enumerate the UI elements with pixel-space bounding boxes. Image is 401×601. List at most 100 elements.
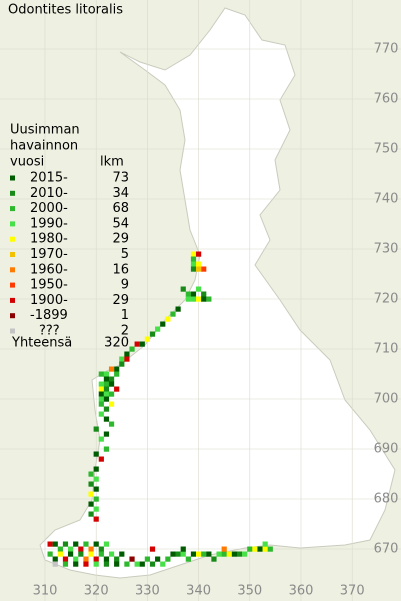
observation-square: [93, 556, 99, 562]
observation-square: [114, 561, 120, 567]
legend-count-heading: lkm: [100, 155, 124, 170]
observation-square: [196, 251, 202, 257]
legend-count: 68: [112, 201, 129, 216]
legend-swatch: [10, 175, 15, 181]
legend-swatch: [10, 313, 15, 319]
observation-square: [119, 361, 125, 367]
x-tick-label: 360: [289, 584, 314, 599]
observation-square: [62, 561, 69, 567]
legend-label: 1900-: [30, 293, 68, 308]
y-tick-label: 700: [374, 392, 399, 407]
observation-square: [93, 466, 99, 472]
observation-square: [196, 296, 202, 302]
y-tick-label: 690: [374, 442, 399, 457]
legend-swatch: [10, 282, 15, 288]
observation-square: [196, 551, 202, 557]
x-tick-label: 340: [186, 584, 211, 599]
observation-square: [62, 541, 69, 547]
observation-square: [93, 486, 99, 492]
observation-square: [103, 406, 110, 412]
legend-label: 1960-: [30, 262, 68, 277]
observation-square: [57, 551, 63, 557]
observation-square: [165, 316, 171, 322]
observation-square: [68, 551, 74, 557]
observation-square: [206, 296, 212, 302]
observation-square: [252, 546, 258, 552]
observation-square: [103, 371, 110, 377]
legend-label: 1980-: [30, 232, 68, 247]
legend-swatch: [10, 190, 15, 196]
observation-square: [47, 551, 53, 557]
legend-count: 73: [112, 171, 129, 186]
observation-square: [236, 551, 243, 557]
observation-squares: [47, 251, 273, 567]
observation-square: [170, 551, 176, 557]
x-tick-label: 310: [33, 584, 58, 599]
observation-square: [98, 551, 104, 557]
observation-square: [103, 396, 110, 402]
observation-square: [93, 561, 99, 567]
observation-square: [93, 516, 99, 522]
legend-count: 16: [112, 262, 129, 277]
observation-square: [185, 556, 191, 562]
observation-square: [185, 296, 191, 302]
observation-square: [73, 556, 79, 562]
legend-swatch: [10, 252, 15, 257]
observation-square: [155, 326, 161, 332]
observation-square: [108, 376, 115, 382]
observation-square: [129, 556, 135, 562]
legend-count: 29: [112, 232, 129, 247]
y-tick-label: 730: [374, 242, 399, 257]
observation-square: [175, 551, 181, 557]
observation-square: [83, 541, 89, 547]
observation-square: [73, 561, 79, 567]
legend-count: 54: [112, 216, 129, 231]
observation-square: [83, 556, 89, 562]
observation-square: [190, 266, 197, 272]
observation-square: [114, 371, 120, 377]
observation-square: [231, 551, 238, 557]
observation-square: [144, 556, 150, 562]
observation-square: [170, 311, 176, 317]
y-tick-label: 740: [374, 192, 399, 207]
observation-square: [88, 471, 94, 477]
y-tick-label: 770: [374, 42, 399, 57]
observation-square: [155, 556, 161, 562]
observation-square: [98, 411, 104, 417]
observation-square: [180, 286, 186, 292]
observation-square: [108, 391, 115, 397]
observation-square: [103, 556, 110, 562]
y-tick-label: 680: [374, 492, 399, 507]
legend-label: 1990-: [30, 216, 68, 231]
observation-square: [216, 551, 222, 557]
legend-count: 9: [121, 278, 129, 293]
observation-square: [267, 546, 273, 552]
observation-square: [52, 556, 58, 562]
y-tick-label: 760: [374, 92, 399, 107]
legend-total: 320: [104, 336, 129, 351]
legend-swatch: [10, 221, 15, 227]
legend-swatch: [10, 236, 15, 242]
observation-square: [196, 261, 202, 267]
observation-square: [160, 561, 166, 567]
legend-total-label: Yhteensä: [11, 336, 72, 351]
observation-square: [149, 331, 156, 337]
x-tick-label: 320: [84, 584, 109, 599]
legend-label: 2010-: [30, 186, 68, 201]
observation-square: [88, 501, 94, 507]
observation-square: [221, 546, 227, 552]
observation-square: [114, 556, 120, 562]
observation-square: [83, 561, 89, 567]
observation-square: [108, 366, 115, 372]
observation-square: [98, 391, 104, 397]
observation-square: [98, 401, 104, 407]
map-title: Odontites litoralis: [8, 3, 123, 18]
observation-square: [103, 381, 110, 387]
observation-square: [103, 391, 110, 397]
observation-square: [47, 541, 53, 547]
y-tick-label: 670: [374, 542, 399, 557]
legend-label: ???: [39, 324, 60, 339]
observation-square: [124, 351, 130, 357]
observation-square: [247, 546, 253, 552]
